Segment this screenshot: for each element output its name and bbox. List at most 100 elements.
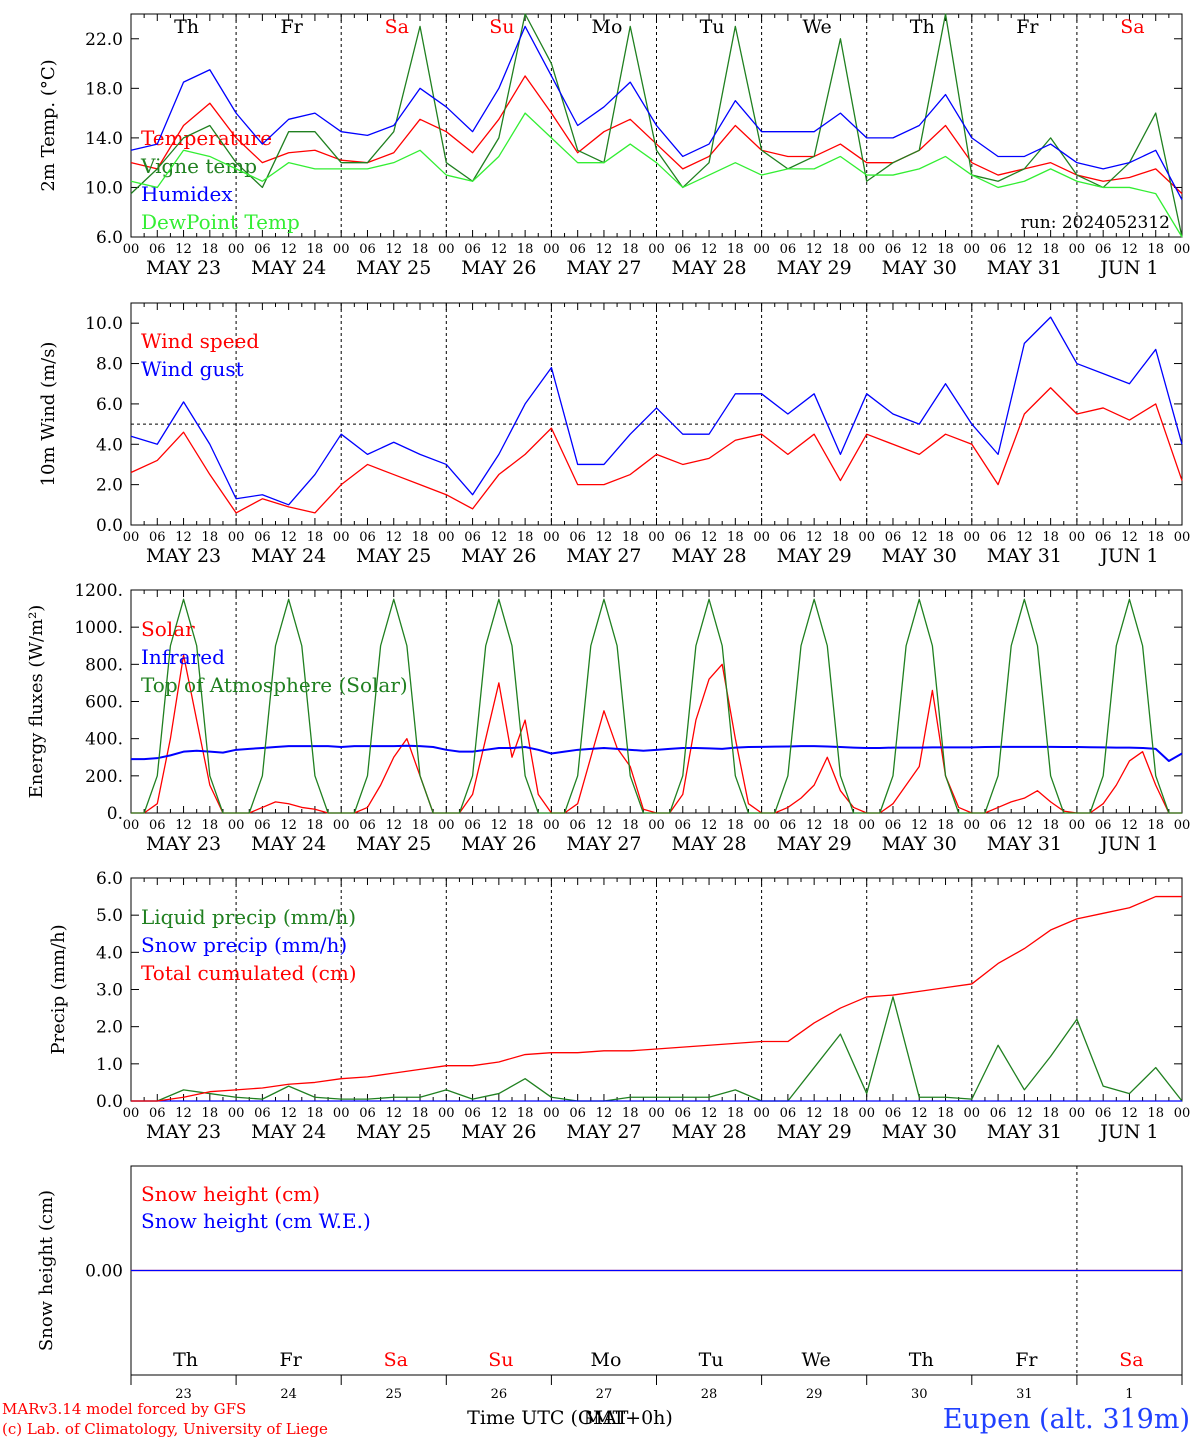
hour-tick-label: 00 — [1174, 242, 1191, 257]
y-tick-label: 4.0 — [96, 435, 123, 455]
hour-tick-label: 18 — [832, 818, 849, 833]
day-number: 26 — [491, 1387, 508, 1402]
hour-tick-label: 18 — [1147, 530, 1164, 545]
day-number: 28 — [701, 1387, 718, 1402]
hour-tick-label: 18 — [937, 1106, 954, 1121]
hour-tick-label: 06 — [990, 818, 1007, 833]
day-name-bottom: Fr — [280, 1349, 303, 1371]
y-axis-label: Energy fluxes (W/m²) — [26, 605, 47, 799]
hour-tick-label: 12 — [806, 1106, 823, 1121]
hour-tick-label: 18 — [307, 1106, 324, 1121]
day-number: 25 — [385, 1387, 402, 1402]
series-line-total-cumulated-cm- — [131, 895, 1182, 1102]
hour-tick-label: 18 — [517, 242, 534, 257]
hour-tick-label: 18 — [307, 242, 324, 257]
credit-line-1: MARv3.14 model forced by GFS — [2, 1400, 246, 1418]
day-number: 27 — [596, 1387, 613, 1402]
hour-tick-label: 18 — [412, 818, 429, 833]
y-tick-label: 6.0 — [96, 869, 123, 889]
hour-tick-label: 00 — [858, 530, 875, 545]
day-number: 30 — [911, 1387, 928, 1402]
day-number: 29 — [806, 1387, 823, 1402]
hour-tick-label: 06 — [885, 530, 902, 545]
hour-tick-label: 18 — [622, 818, 639, 833]
hour-tick-label: 18 — [412, 1106, 429, 1121]
hour-tick-label: 00 — [333, 530, 350, 545]
date-label: MAY 24 — [251, 545, 326, 567]
hour-tick-label: 00 — [438, 818, 455, 833]
hour-tick-label: 12 — [175, 242, 192, 257]
hour-tick-label: 00 — [1174, 818, 1191, 833]
hour-tick-label: 06 — [1095, 1106, 1112, 1121]
hour-tick-label: 12 — [806, 818, 823, 833]
hour-tick-label: 00 — [858, 818, 875, 833]
day-name-bottom: We — [802, 1349, 831, 1371]
date-label: MAY 30 — [882, 833, 957, 855]
y-tick-label: 22.0 — [85, 30, 123, 50]
legend-entry: DewPoint Temp — [141, 210, 300, 234]
hour-tick-label: 00 — [438, 530, 455, 545]
series-line-wind-gust — [130, 316, 1183, 506]
hour-tick-label: 18 — [937, 242, 954, 257]
date-label: MAY 28 — [671, 1121, 746, 1143]
hour-tick-label: 00 — [1069, 818, 1086, 833]
y-tick-label: 0. — [107, 804, 123, 824]
hour-tick-label: 18 — [1042, 530, 1059, 545]
hour-tick-label: 06 — [464, 242, 481, 257]
hour-tick-label: 06 — [569, 530, 586, 545]
hour-tick-label: 06 — [464, 530, 481, 545]
day-name: Fr — [281, 16, 304, 38]
date-label: MAY 26 — [461, 833, 536, 855]
date-label: MAY 23 — [146, 545, 221, 567]
date-label: JUN 1 — [1098, 257, 1158, 279]
date-label: MAY 29 — [777, 1121, 852, 1143]
hour-tick-label: 06 — [990, 242, 1007, 257]
hour-tick-label: 12 — [701, 818, 718, 833]
hour-tick-label: 00 — [228, 530, 245, 545]
hour-tick-label: 06 — [675, 242, 692, 257]
y-tick-label: 1000. — [74, 618, 123, 638]
legend-entry: Snow precip (mm/h) — [141, 933, 347, 957]
y-tick-label: 6.0 — [96, 395, 123, 415]
hour-tick-label: 06 — [569, 1106, 586, 1121]
hour-tick-label: 18 — [517, 1106, 534, 1121]
hour-tick-label: 00 — [333, 818, 350, 833]
hour-tick-label: 12 — [701, 530, 718, 545]
hour-tick-label: 00 — [964, 242, 981, 257]
day-number: 1 — [1125, 1387, 1133, 1402]
hour-tick-label: 06 — [885, 818, 902, 833]
hour-tick-label: 06 — [254, 242, 271, 257]
date-label: JUN 1 — [1098, 1121, 1158, 1143]
hour-tick-label: 12 — [385, 530, 402, 545]
hour-tick-label: 06 — [464, 818, 481, 833]
hour-tick-label: 00 — [333, 242, 350, 257]
day-name: Mo — [591, 16, 622, 38]
series-line-liquid-precip-mm-h- — [131, 996, 1183, 1102]
hour-tick-label: 00 — [648, 242, 665, 257]
hour-tick-label: 00 — [438, 1106, 455, 1121]
day-number: 23 — [175, 1387, 192, 1402]
hour-tick-label: 06 — [569, 242, 586, 257]
hour-tick-label: 18 — [517, 530, 534, 545]
hour-tick-label: 00 — [753, 1106, 770, 1121]
y-tick-label: 8.0 — [96, 355, 123, 375]
hour-tick-label: 12 — [385, 242, 402, 257]
date-label: MAY 28 — [671, 257, 746, 279]
hour-tick-label: 00 — [543, 1106, 560, 1121]
legend-entry: Humidex — [141, 182, 233, 206]
hour-tick-label: 06 — [780, 818, 797, 833]
hour-tick-label: 12 — [911, 1106, 928, 1121]
hour-tick-label: 12 — [385, 818, 402, 833]
hour-tick-label: 18 — [832, 1106, 849, 1121]
day-name: Sa — [1120, 16, 1144, 38]
hour-tick-label: 12 — [596, 1106, 613, 1121]
panel-4: 00 06 12 18 00 06 12 18 00 06 12 18 00 06 12 18 00 06 12 18… — [48, 869, 1190, 1143]
series-line-vigne-temp — [130, 13, 1183, 238]
hour-tick-label: 06 — [359, 530, 376, 545]
hour-tick-label: 18 — [202, 242, 219, 257]
y-tick-label: 0.0 — [96, 516, 123, 536]
legend-entry: Vigne temp — [140, 154, 257, 178]
legend-entry: Solar — [141, 617, 195, 641]
hour-tick-label: 12 — [175, 530, 192, 545]
hour-tick-label: 06 — [780, 1106, 797, 1121]
